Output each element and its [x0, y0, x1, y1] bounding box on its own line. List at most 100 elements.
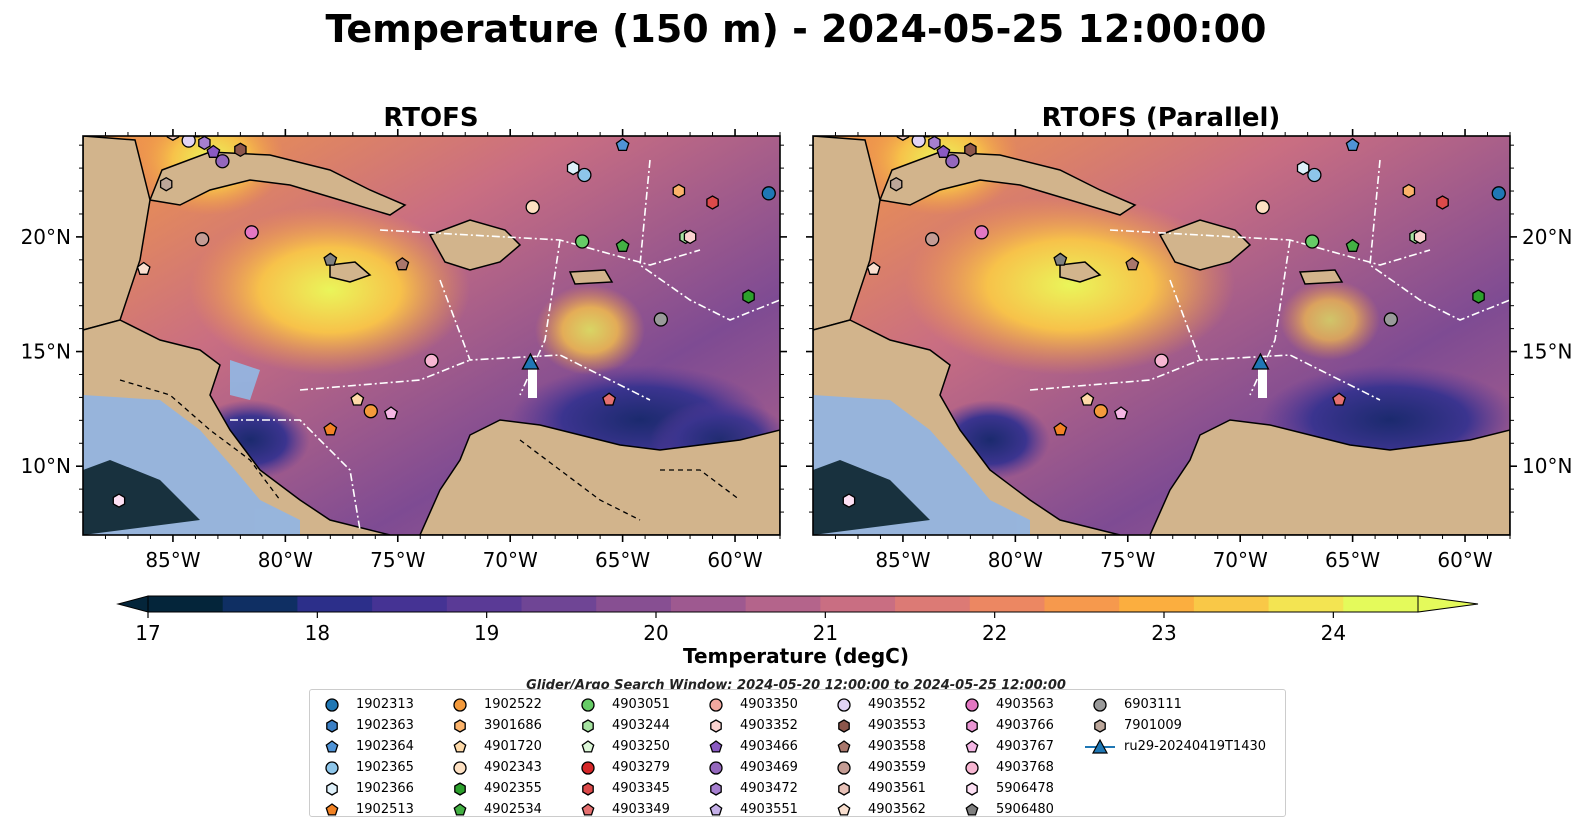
float-marker-1902522: [363, 404, 378, 419]
legend-entry-3901686: 3901686: [444, 715, 542, 736]
legend-marker: [454, 718, 466, 733]
legend-label: 4903562: [868, 802, 926, 817]
legend-entry-ru29-20240419T1430: ru29-20240419T1430: [1084, 736, 1266, 757]
legend-marker: [709, 697, 723, 712]
legend-marker: [709, 739, 723, 753]
legend-marker-shape: [454, 781, 466, 796]
legend-label: 1902363: [356, 718, 414, 733]
float-marker-4903051: [574, 234, 590, 249]
legend-marker-shape: [710, 781, 722, 796]
legend-marker: [965, 802, 979, 816]
float-marker-4902343: [525, 199, 540, 215]
colorbar-segment: [969, 596, 1045, 612]
legend-marker-shape: [966, 718, 978, 733]
colorbar-segment: [1193, 596, 1270, 612]
colorbar-tick-label: 17: [135, 621, 160, 645]
float-marker-4903279: [885, 111, 898, 124]
float-markers-rtofs-parallel: [842, 111, 1506, 508]
legend-entry-4903250: 4903250: [572, 736, 670, 757]
legend-label: 4903551: [740, 802, 798, 817]
legend-marker: [837, 802, 851, 816]
legend-label: 4903768: [996, 760, 1054, 775]
shelf-rtofs-parallel: [813, 395, 1030, 535]
float-marker-4903768: [424, 353, 439, 368]
legend-marker: [838, 718, 850, 733]
legend-label: 1902513: [356, 802, 414, 817]
float-marker-1902364: [1345, 137, 1360, 152]
float-marker-1902513: [1053, 422, 1068, 436]
legend-marker-shape: [966, 781, 978, 796]
float-marker-1902364: [615, 137, 630, 152]
float-marker-4903552: [181, 136, 196, 148]
float-marker-1902366: [566, 160, 580, 176]
colorbar-segment: [148, 596, 224, 612]
float-marker-5906478: [842, 493, 856, 508]
legend-marker-shape: [965, 760, 979, 775]
legend-marker: [453, 802, 467, 816]
legend-entry-4903558: 4903558: [828, 736, 926, 757]
x-tick-label: 75°W: [1100, 548, 1155, 572]
legend-marker-shape: [965, 697, 979, 712]
legend-marker: [582, 781, 594, 796]
legend-label: 4903553: [868, 718, 926, 733]
legend-marker-shape: [709, 739, 723, 753]
legend-marker: [581, 760, 595, 775]
legend-marker-shape: [581, 760, 595, 775]
legend-marker-shape: [325, 802, 339, 816]
float-marker-5906480: [323, 252, 338, 266]
legend-marker-shape: [709, 760, 723, 775]
float-marker-4902534: [1345, 238, 1360, 252]
colorbar-segment: [297, 596, 373, 612]
float-marker-4903562: [866, 261, 881, 275]
y-tick-label: 20°N: [1522, 225, 1572, 249]
legend-entry-4903279: 4903279: [572, 757, 670, 778]
legend-marker-shape: [581, 802, 595, 816]
colorbar: 17 18 19 20 21 22 23 24: [116, 595, 1479, 645]
legend-marker-shape: [1094, 718, 1106, 733]
x-tick-label: 60°W: [1437, 548, 1492, 572]
colorbar-extend-max: [1417, 595, 1479, 613]
float-marker-4903472: [198, 136, 211, 151]
float-marker-6903111: [653, 312, 668, 327]
legend-label: 4903345: [612, 781, 670, 796]
legend-entry-4902343: 4902343: [444, 757, 542, 778]
legend-label: 4903767: [996, 739, 1054, 754]
legend-label: 4903558: [868, 739, 926, 754]
legend-column: 4903051 4903244 4903250 4903279 4903345 49033…: [572, 694, 670, 820]
float-marker-1902513: [323, 422, 338, 436]
legend-marker-shape: [581, 697, 595, 712]
float-marker-4901720: [1080, 392, 1095, 406]
legend-entry-4903472: 4903472: [700, 778, 798, 799]
legend-entry-4903350: 4903350: [700, 694, 798, 715]
legend-marker: [965, 739, 979, 753]
legend-marker-shape: [709, 697, 723, 712]
float-marker-4903553: [234, 142, 247, 158]
axis-ticks-rtofs: 85°W 80°W 75°W 70°W 65°W 60°W 20°N 15°N 10°N: [21, 129, 787, 572]
panel-title-rtofs-parallel: RTOFS (Parallel): [1042, 103, 1281, 133]
legend-entry-1902366: 1902366: [316, 778, 414, 799]
float-marker-4903250: [897, 116, 909, 128]
colorbar-segment: [222, 596, 298, 612]
legend-marker-shape: [838, 781, 850, 796]
legend-entry-4901720: 4901720: [444, 736, 542, 757]
colorbar-segment: [372, 596, 448, 612]
float-marker-4903250: [167, 116, 179, 128]
legend-label: 4903352: [740, 718, 798, 733]
colorbar-segment: [1268, 596, 1344, 612]
legend-label: 5906480: [996, 802, 1054, 817]
legend-label: 7901009: [1124, 718, 1182, 733]
legend-entry-4903767: 4903767: [956, 736, 1054, 757]
legend-marker-shape: [837, 802, 851, 816]
eez-lines-rtofs-parallel: [1029, 159, 1510, 401]
colorbar-segment: [820, 596, 896, 612]
legend-marker-shape: [838, 718, 850, 733]
float-marker-4903352: [683, 229, 697, 245]
legend-column: 6903111 7901009 ru29-20240419T1430: [1084, 694, 1266, 757]
legend-marker: [966, 781, 978, 796]
float-marker-4903767: [1114, 406, 1128, 420]
legend-marker: [837, 697, 851, 712]
legend-marker-shape: [582, 718, 594, 733]
float-marker-1902363: [572, 116, 583, 129]
legend-label: 4903469: [740, 760, 798, 775]
colorbar-tick-label: 18: [305, 621, 330, 645]
